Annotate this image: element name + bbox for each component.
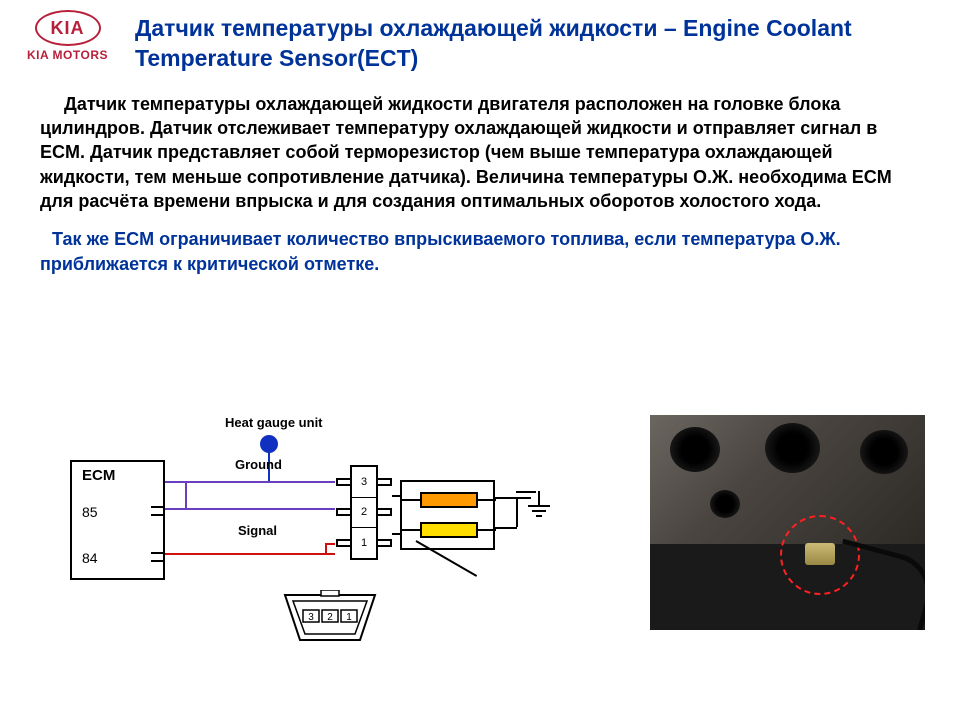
- ecm-label: ECM: [82, 467, 115, 484]
- face-pin-3: 3: [308, 612, 314, 623]
- connector-terminal-3r: [378, 478, 392, 486]
- ecm-pin-85: 85: [82, 504, 98, 520]
- kia-logo-oval: KIA: [35, 10, 101, 46]
- ecm-terminal-84: [151, 552, 165, 562]
- wire-ground-branch-v: [185, 481, 187, 508]
- slide-header: KIA KIA MOTORS Датчик температуры охлажд…: [0, 0, 960, 84]
- sensor-connector: 1 2 3: [350, 465, 378, 560]
- thermistor-slash: [416, 540, 478, 577]
- wire-to-ground-h2: [495, 527, 517, 529]
- label-heat-gauge: Heat gauge unit: [225, 415, 323, 430]
- wire-signal: [165, 553, 335, 555]
- face-pin-2: 2: [327, 612, 333, 623]
- connector-terminal-2l: [336, 508, 350, 516]
- ecm-terminal-85: [151, 506, 165, 516]
- connector-pin-2: 2: [352, 497, 376, 528]
- sensor-photo: [650, 415, 925, 630]
- wire-ground: [165, 508, 335, 510]
- ecm-pin-84: 84: [82, 550, 98, 566]
- slide-title: Датчик температуры охлаждающей жидкости …: [135, 10, 940, 74]
- ground-stem-h: [516, 491, 536, 493]
- label-ground: Ground: [235, 457, 282, 472]
- connector-terminal-2r: [378, 508, 392, 516]
- thermistor-b: [420, 522, 478, 538]
- connector-terminal-3l: [336, 478, 350, 486]
- label-signal: Signal: [238, 523, 277, 538]
- connector-face-view: 3 2 1: [275, 590, 385, 645]
- thermistor-a: [420, 492, 478, 508]
- connector-pin-1: 1: [352, 527, 376, 558]
- photo-bore-3: [860, 430, 908, 474]
- connector-pin-3: 3: [352, 467, 376, 497]
- sensor-box: [400, 480, 495, 550]
- photo-bore-4: [710, 490, 740, 518]
- paragraph-note: Так же ECM ограничивает количество впрыс…: [0, 221, 960, 284]
- kia-logo: KIA KIA MOTORS: [20, 10, 115, 62]
- ground-symbol: [528, 505, 550, 527]
- connector-terminal-1r: [378, 539, 392, 547]
- wire-signal-jog2: [325, 543, 335, 545]
- wire-ground-branch-h: [165, 481, 335, 483]
- ecm-box: ECM 85 84: [70, 460, 165, 580]
- paragraph-main: Датчик температуры охлаждающей жидкости …: [0, 84, 960, 221]
- photo-bore-1: [670, 427, 720, 472]
- wire-to-ground-join: [516, 497, 518, 527]
- photo-bore-2: [765, 423, 820, 473]
- wire-to-ground-h: [495, 497, 531, 499]
- connector-terminal-1l: [336, 539, 350, 547]
- kia-logo-subtitle: KIA MOTORS: [27, 48, 108, 62]
- face-pin-1: 1: [346, 612, 352, 623]
- wiring-diagram: ECM 85 84 Heat gauge unit Ground Signal …: [30, 395, 580, 665]
